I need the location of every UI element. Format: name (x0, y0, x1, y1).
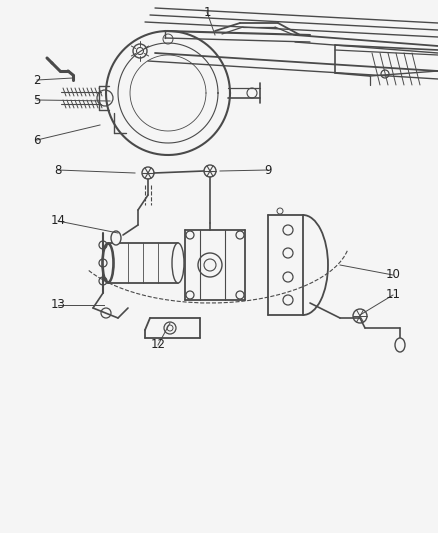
Text: 11: 11 (385, 288, 400, 302)
Text: 13: 13 (50, 298, 65, 311)
Text: 9: 9 (264, 164, 272, 176)
Ellipse shape (395, 338, 405, 352)
Text: 2: 2 (33, 74, 41, 86)
Text: 6: 6 (33, 133, 41, 147)
Text: 5: 5 (33, 93, 41, 107)
Ellipse shape (102, 243, 114, 283)
Text: 14: 14 (50, 214, 66, 228)
Text: 1: 1 (203, 5, 211, 19)
Ellipse shape (172, 243, 184, 283)
Text: 8: 8 (54, 164, 62, 176)
Text: 10: 10 (385, 269, 400, 281)
Ellipse shape (111, 231, 121, 245)
Text: 12: 12 (151, 338, 166, 351)
Ellipse shape (103, 244, 113, 282)
